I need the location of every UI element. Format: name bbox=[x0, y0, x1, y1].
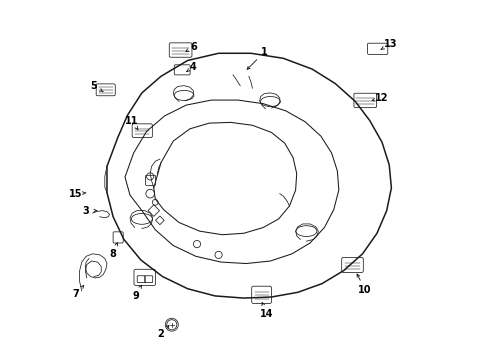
Text: 7: 7 bbox=[73, 289, 79, 300]
Text: 12: 12 bbox=[374, 93, 387, 103]
Text: 11: 11 bbox=[125, 116, 139, 126]
Text: 4: 4 bbox=[190, 62, 196, 72]
Text: 15: 15 bbox=[68, 189, 82, 199]
Text: 8: 8 bbox=[109, 249, 116, 259]
Text: 9: 9 bbox=[132, 291, 139, 301]
Text: 13: 13 bbox=[383, 39, 396, 49]
Text: 6: 6 bbox=[190, 42, 196, 52]
Text: 2: 2 bbox=[157, 329, 164, 339]
Text: 10: 10 bbox=[358, 285, 371, 295]
Text: 3: 3 bbox=[82, 206, 89, 216]
Text: 1: 1 bbox=[261, 47, 267, 57]
Text: 14: 14 bbox=[260, 309, 273, 319]
Text: 5: 5 bbox=[90, 81, 97, 91]
